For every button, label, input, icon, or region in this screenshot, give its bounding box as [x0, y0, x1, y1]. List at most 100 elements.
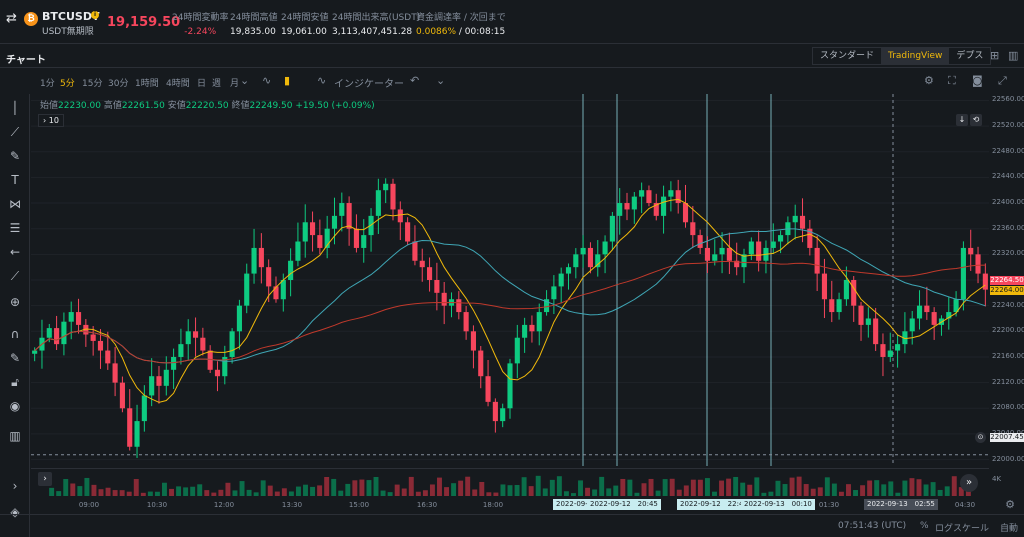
- candle-body: [119, 382, 125, 409]
- interval-1h[interactable]: 1時間: [135, 79, 159, 89]
- scroll-right-icon[interactable]: »: [960, 474, 978, 492]
- volume-bar: [958, 487, 964, 496]
- interval-1m[interactable]: 1分: [40, 79, 55, 89]
- volume-bar: [655, 490, 661, 496]
- volume-bar: [359, 479, 365, 496]
- candle-body: [97, 340, 104, 351]
- settings-icon[interactable]: ⚙: [924, 74, 934, 87]
- interval-1w[interactable]: 週: [212, 79, 222, 89]
- stat-label: 資金調達率 / 次回まで: [416, 13, 506, 23]
- time-label: 01:30: [818, 501, 840, 509]
- candle-body: [456, 299, 462, 313]
- tab-depth[interactable]: デプス: [956, 51, 984, 61]
- volume-bar: [274, 491, 280, 496]
- interval-5m[interactable]: 5分: [60, 79, 75, 89]
- candle-body: [807, 228, 813, 248]
- undo-icon[interactable]: ↶: [410, 74, 420, 87]
- chevron-right-icon[interactable]: ›: [12, 479, 18, 493]
- interval-30m[interactable]: 30分: [108, 79, 129, 89]
- volume-bar: [253, 492, 259, 496]
- tab-tradingview[interactable]: TradingView: [881, 48, 950, 64]
- candles-icon[interactable]: ▮: [284, 74, 291, 87]
- candle-body: [178, 344, 184, 357]
- layers-icon[interactable]: ◈: [10, 505, 20, 519]
- layout-grid-icon[interactable]: ⊞: [990, 49, 1000, 62]
- plus-circle-icon[interactable]: ⊙: [975, 432, 986, 443]
- ohlc-legend: 始値22230.00 高値22261.50 安値22220.50 終値22249…: [40, 98, 375, 111]
- brush-icon[interactable]: ✎: [9, 149, 21, 163]
- zoom-icon[interactable]: ⊕: [9, 295, 21, 309]
- candle-body: [565, 267, 572, 274]
- swap-icon[interactable]: ⇄: [6, 11, 17, 26]
- line-tool-icon[interactable]: │: [11, 101, 19, 115]
- candle-body: [185, 331, 191, 345]
- interval-1d[interactable]: 日: [197, 79, 207, 89]
- volume-bar: [394, 484, 400, 496]
- pattern-icon[interactable]: ⋈: [9, 197, 21, 211]
- indicator-toggle[interactable]: › 10: [38, 114, 64, 127]
- chevron-down-icon[interactable]: ⌄: [240, 74, 250, 87]
- candle-body: [573, 254, 579, 268]
- symbol-name[interactable]: BTCUSDT: [42, 10, 100, 23]
- indicator-count: 10: [48, 116, 59, 125]
- time-label: 15:00: [348, 501, 370, 509]
- text-icon[interactable]: T: [11, 173, 19, 187]
- volume-bar: [493, 492, 499, 496]
- stat-volume: 24時間出来高(USDT) 3,113,407,451.28: [332, 10, 420, 37]
- tab-standard[interactable]: スタンダード: [820, 51, 875, 61]
- candle-body: [288, 260, 294, 280]
- back-arrow-icon[interactable]: ←: [9, 245, 21, 259]
- volume-bar: [719, 480, 725, 496]
- volume-bar: [916, 479, 922, 496]
- reset-icon[interactable]: ⟲: [970, 114, 982, 126]
- camera-icon[interactable]: ◙: [972, 74, 983, 87]
- interval-4h[interactable]: 4時間: [166, 79, 190, 89]
- volume-bar: [345, 483, 351, 496]
- fib-icon[interactable]: ☰: [9, 221, 21, 235]
- candle-body: [829, 299, 835, 313]
- candle-body: [682, 203, 689, 223]
- indicators-button[interactable]: インジケーター: [334, 79, 404, 90]
- stat-value: 19,835.00: [230, 27, 276, 37]
- trend-line-icon[interactable]: ⟋: [10, 125, 20, 139]
- redo-icon[interactable]: ⌄: [436, 74, 446, 87]
- candle-body: [895, 344, 901, 351]
- ruler-icon[interactable]: ⟋: [10, 269, 20, 283]
- percent-toggle[interactable]: %: [920, 521, 929, 531]
- candle-body: [887, 350, 893, 357]
- info-icon[interactable]: i: [91, 11, 99, 19]
- scroll-down-icon[interactable]: ↓: [956, 114, 968, 126]
- open-label: 始値: [40, 101, 59, 111]
- price-chart[interactable]: [31, 94, 989, 466]
- candle-body: [770, 241, 776, 248]
- expand-icon[interactable]: ⤢: [998, 74, 1007, 87]
- candle-body: [258, 247, 264, 268]
- candle-body: [266, 267, 272, 287]
- candle-body: [346, 203, 352, 229]
- axis-settings-icon[interactable]: ⚙: [1005, 498, 1015, 511]
- trash-icon[interactable]: ▥: [9, 429, 21, 443]
- candle-body: [522, 324, 528, 338]
- ma-medium-line: [34, 228, 986, 364]
- funding-countdown: / 00:08:15: [456, 27, 506, 37]
- indicators-icon[interactable]: ∿: [317, 74, 327, 87]
- log-scale-toggle[interactable]: ログスケール: [935, 524, 990, 534]
- volume-bar: [225, 482, 231, 496]
- time-marker-tag: 2022-09-1:: [553, 499, 598, 510]
- lock-icon[interactable]: 🔓︎: [11, 375, 19, 389]
- eye-icon[interactable]: ◉: [9, 399, 21, 413]
- volume-collapse-icon[interactable]: ›: [38, 472, 52, 486]
- auto-scale-toggle[interactable]: 自動: [1000, 524, 1019, 534]
- lock-drawing-icon[interactable]: ✎: [9, 351, 21, 365]
- interval-1mo[interactable]: 月: [230, 79, 240, 89]
- candle-body: [668, 190, 674, 197]
- time-axis[interactable]: 09:00 10:30 12:00 13:30 15:00 16:30 18:0…: [31, 498, 989, 512]
- interval-15m[interactable]: 15分: [82, 79, 103, 89]
- volume-bar: [239, 481, 245, 496]
- chart-type-icon[interactable]: ∿: [262, 74, 272, 87]
- layout-columns-icon[interactable]: ▥: [1008, 49, 1019, 62]
- candle-body: [858, 305, 864, 325]
- candle-body: [653, 203, 659, 216]
- magnet-icon[interactable]: ∩: [10, 327, 20, 341]
- fullscreen-icon[interactable]: ⛶: [948, 74, 956, 87]
